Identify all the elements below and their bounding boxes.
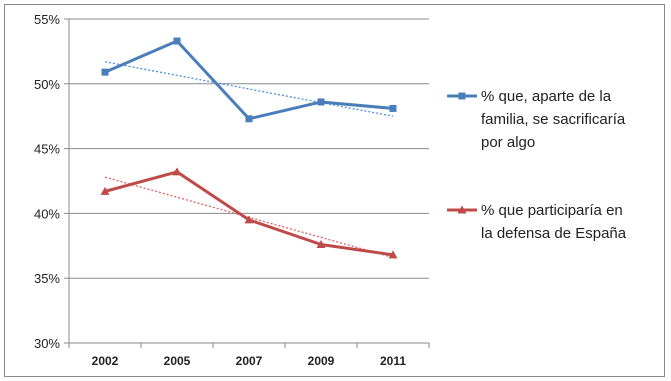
legend-entry: % que, aparte de la familia, se sacrifica… [447, 88, 626, 151]
series-group [100, 167, 398, 259]
trendline [104, 61, 394, 117]
y-tick-label: 35% [34, 271, 60, 286]
y-tick-labels: 30% 35% 40% 45% 50% 55% [34, 12, 60, 351]
x-tick-label: 2007 [236, 354, 263, 368]
series-group [101, 37, 397, 123]
data-point-triangle [244, 215, 254, 224]
data-point-square [458, 92, 466, 100]
data-point-triangle [457, 205, 467, 214]
series-line [104, 39, 394, 121]
x-tick-label: 2005 [164, 354, 191, 368]
trendlines [104, 61, 394, 259]
x-tick-labels: 2002 2005 2007 2009 2011 [92, 354, 407, 368]
legend-label: % que, aparte de la [481, 88, 612, 105]
y-tick-label: 45% [34, 142, 60, 157]
y-tick-label: 30% [34, 336, 60, 351]
legend-label: por algo [481, 134, 535, 151]
y-tick-label: 50% [34, 77, 60, 92]
legend-entry: % que participaría en la defensa de Españ… [447, 202, 627, 242]
data-point-triangle [316, 240, 326, 249]
data-point-square [101, 68, 109, 76]
x-tick-label: 2002 [92, 354, 119, 368]
data-point-square [245, 115, 253, 123]
line-chart: 30%35%40%45%50%55% 2002 2005 2007 2009 2011 … [34, 12, 627, 368]
data-point-triangle [100, 186, 110, 195]
data-series [100, 37, 398, 259]
legend-label: % que participaría en [481, 202, 623, 219]
axes [64, 18, 430, 348]
x-tick-label: 2009 [308, 354, 335, 368]
chart-frame: 30% 35% 40% 45% 50% 55% 2002 2005 2007 2009 2011 … [4, 4, 665, 377]
data-point-square [317, 98, 325, 106]
legend: % que, aparte de la familia, se sacrifica… [447, 88, 627, 242]
data-point-triangle [172, 167, 182, 176]
x-tick-label: 2011 [380, 354, 406, 368]
legend-label: familia, se sacrificaría [481, 111, 626, 128]
y-tick-label: 40% [34, 206, 60, 221]
data-point-square [173, 37, 181, 45]
grid-lines [69, 18, 429, 279]
legend-label: la defensa de España [481, 225, 627, 242]
data-point-triangle [388, 250, 398, 259]
y-tick-label: 55% [34, 12, 60, 27]
data-point-square [389, 104, 397, 112]
